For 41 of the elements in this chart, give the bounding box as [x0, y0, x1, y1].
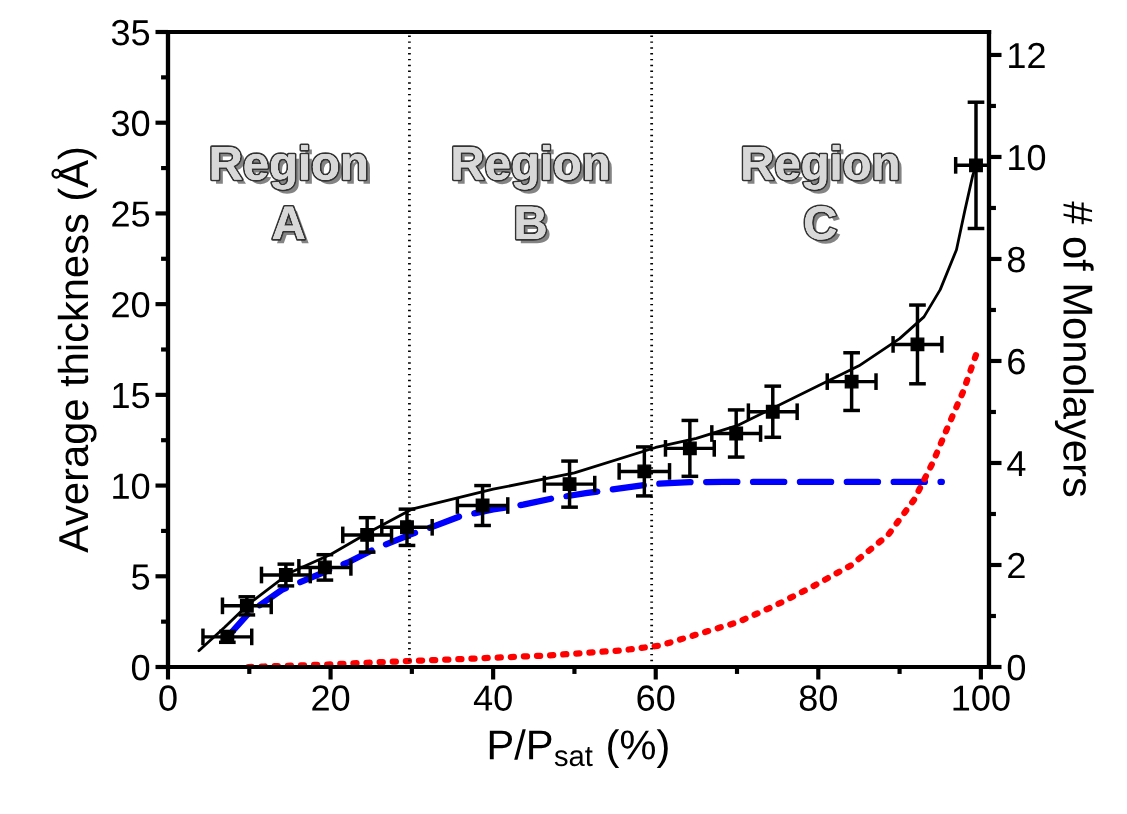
- point: [400, 520, 414, 535]
- x-tick-label: 80: [799, 685, 837, 711]
- x-tick-label: 100: [953, 685, 1010, 711]
- y2-tick-label: 8: [1007, 246, 1025, 273]
- y-tick-label: 35: [111, 19, 150, 46]
- x-tick-label: 0: [159, 685, 177, 711]
- y-tick-label: 15: [113, 383, 150, 409]
- point: [729, 426, 744, 441]
- point: [562, 477, 577, 492]
- y2-axis-title: # of Monolayers: [1054, 201, 1094, 497]
- annotation: Region A: [211, 145, 370, 244]
- y-tick-label: 30: [111, 110, 150, 137]
- y-axis-title: Average thickness (Å): [51, 148, 97, 553]
- y-tick-label: 25: [112, 201, 150, 227]
- y-tick-label: 0: [131, 654, 150, 681]
- x-tick-label: 60: [637, 685, 675, 711]
- y2-tick-label: 0: [1007, 654, 1026, 681]
- point: [317, 560, 332, 575]
- annotation: Region C: [743, 145, 902, 244]
- point: [682, 441, 697, 456]
- point: [844, 374, 859, 389]
- x-tick-label: 40: [473, 685, 512, 711]
- point: [910, 337, 925, 352]
- y2-tick-label: 10: [1009, 144, 1046, 171]
- point: [360, 527, 375, 542]
- y-tick-label: 5: [132, 564, 150, 590]
- point: [239, 598, 254, 613]
- y2-tick-label: 2: [1008, 552, 1025, 579]
- x-tick-label: 20: [312, 685, 350, 711]
- point: [475, 498, 490, 513]
- annotation: Region B: [453, 145, 612, 244]
- point: [969, 158, 983, 173]
- y2-tick-label: 6: [1008, 348, 1025, 375]
- y2-tick-label: 4: [1007, 451, 1026, 477]
- x-axis-title: P/P$_{sat}$ (%): [489, 729, 668, 768]
- y2-tick-label: 12: [1009, 42, 1045, 69]
- point: [278, 568, 293, 582]
- y-tick-label: 10: [113, 473, 150, 500]
- point: [637, 464, 652, 479]
- y-tick-label: 20: [112, 292, 150, 318]
- point: [765, 404, 780, 419]
